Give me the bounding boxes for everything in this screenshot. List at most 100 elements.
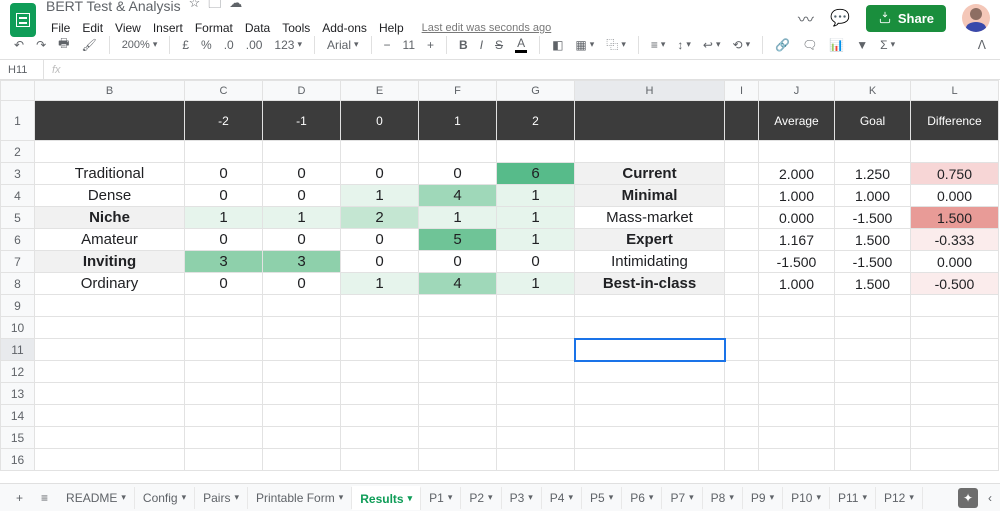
document-title[interactable]: BERT Test & Analysis <box>46 0 181 14</box>
cell-D15[interactable] <box>263 427 341 449</box>
cell-H11[interactable] <box>575 339 725 361</box>
cell-G16[interactable] <box>497 449 575 471</box>
cell-H4[interactable]: Minimal <box>575 185 725 207</box>
cell-K8[interactable]: 1.500 <box>835 273 911 295</box>
cell-B9[interactable] <box>35 295 185 317</box>
cell-F4[interactable]: 4 <box>419 185 497 207</box>
cell-I9[interactable] <box>725 295 759 317</box>
cell-K11[interactable] <box>835 339 911 361</box>
italic-button[interactable]: I <box>476 36 487 54</box>
row-header-11[interactable]: 11 <box>1 339 35 361</box>
rotate-button[interactable]: ⟲ <box>729 36 755 54</box>
cell-E14[interactable] <box>341 405 419 427</box>
sheet-tab-p3[interactable]: P3▾ <box>502 487 542 509</box>
cell-J7[interactable]: -1.500 <box>759 251 835 273</box>
cell-G14[interactable] <box>497 405 575 427</box>
cell-J1[interactable]: Average <box>759 101 835 141</box>
cell-D9[interactable] <box>263 295 341 317</box>
cell-F13[interactable] <box>419 383 497 405</box>
cell-K12[interactable] <box>835 361 911 383</box>
cell-I4[interactable] <box>725 185 759 207</box>
row-header-15[interactable]: 15 <box>1 427 35 449</box>
cell-I6[interactable] <box>725 229 759 251</box>
cell-H9[interactable] <box>575 295 725 317</box>
row-header-7[interactable]: 7 <box>1 251 35 273</box>
sheet-tab-printable-form[interactable]: Printable Form▾ <box>248 487 352 509</box>
cell-H15[interactable] <box>575 427 725 449</box>
sheet-tab-menu-icon[interactable]: ▾ <box>862 492 867 503</box>
redo-button[interactable]: ↷ <box>32 36 50 54</box>
cell-B14[interactable] <box>35 405 185 427</box>
sheet-tab-p7[interactable]: P7▾ <box>662 487 702 509</box>
cell-F9[interactable] <box>419 295 497 317</box>
cell-G4[interactable]: 1 <box>497 185 575 207</box>
cell-E4[interactable]: 1 <box>341 185 419 207</box>
cell-E3[interactable]: 0 <box>341 163 419 185</box>
valign-button[interactable]: ↕ <box>673 36 695 54</box>
cell-E6[interactable]: 0 <box>341 229 419 251</box>
cell-L5[interactable]: 1.500 <box>911 207 999 229</box>
cell-I11[interactable] <box>725 339 759 361</box>
cell-D5[interactable]: 1 <box>263 207 341 229</box>
sheet-tab-menu-icon[interactable]: ▾ <box>649 492 654 503</box>
sheet-tab-menu-icon[interactable]: ▾ <box>448 492 453 503</box>
cell-J12[interactable] <box>759 361 835 383</box>
sheet-tab-menu-icon[interactable]: ▾ <box>488 492 493 503</box>
cell-B5[interactable]: Niche <box>35 207 185 229</box>
more-formats-button[interactable]: 123 <box>270 36 306 54</box>
cell-D6[interactable]: 0 <box>263 229 341 251</box>
row-header-1[interactable]: 1 <box>1 101 35 141</box>
cell-H16[interactable] <box>575 449 725 471</box>
link-button[interactable]: 🔗 <box>771 36 794 54</box>
cell-B2[interactable] <box>35 141 185 163</box>
filter-button[interactable]: ▼ <box>852 36 872 54</box>
sheet-tab-p11[interactable]: P11▾ <box>830 487 876 509</box>
cell-B12[interactable] <box>35 361 185 383</box>
cell-G11[interactable] <box>497 339 575 361</box>
cell-D3[interactable]: 0 <box>263 163 341 185</box>
cell-J6[interactable]: 1.167 <box>759 229 835 251</box>
strike-button[interactable]: S <box>491 36 507 54</box>
sheet-tab-menu-icon[interactable]: ▾ <box>816 492 821 503</box>
font-size-input[interactable]: 11 <box>399 36 419 54</box>
cell-F6[interactable]: 5 <box>419 229 497 251</box>
cell-C14[interactable] <box>185 405 263 427</box>
col-header-E[interactable]: E <box>341 81 419 101</box>
col-header-C[interactable]: C <box>185 81 263 101</box>
cell-J14[interactable] <box>759 405 835 427</box>
row-header-5[interactable]: 5 <box>1 207 35 229</box>
cell-I8[interactable] <box>725 273 759 295</box>
cell-G2[interactable] <box>497 141 575 163</box>
cell-I13[interactable] <box>725 383 759 405</box>
sheet-tab-p9[interactable]: P9▾ <box>743 487 783 509</box>
cell-J10[interactable] <box>759 317 835 339</box>
paint-format-button[interactable]: 🖌 <box>77 36 100 54</box>
cell-H3[interactable]: Current <box>575 163 725 185</box>
cell-C1[interactable]: -2 <box>185 101 263 141</box>
cell-B8[interactable]: Ordinary <box>35 273 185 295</box>
format-currency-button[interactable]: £ <box>178 36 193 54</box>
cell-D12[interactable] <box>263 361 341 383</box>
cell-G1[interactable]: 2 <box>497 101 575 141</box>
row-header-6[interactable]: 6 <box>1 229 35 251</box>
cell-J11[interactable] <box>759 339 835 361</box>
cell-G6[interactable]: 1 <box>497 229 575 251</box>
cell-E13[interactable] <box>341 383 419 405</box>
cell-K9[interactable] <box>835 295 911 317</box>
zoom-select[interactable]: 200% <box>118 37 162 53</box>
cell-E11[interactable] <box>341 339 419 361</box>
cell-C12[interactable] <box>185 361 263 383</box>
row-header-12[interactable]: 12 <box>1 361 35 383</box>
cell-C5[interactable]: 1 <box>185 207 263 229</box>
cell-H13[interactable] <box>575 383 725 405</box>
cell-G7[interactable]: 0 <box>497 251 575 273</box>
col-header-G[interactable]: G <box>497 81 575 101</box>
cell-J3[interactable]: 2.000 <box>759 163 835 185</box>
print-button[interactable]: 🖶 <box>54 32 73 57</box>
select-all-corner[interactable] <box>1 81 35 101</box>
cell-G3[interactable]: 6 <box>497 163 575 185</box>
wrap-button[interactable]: ↩ <box>699 36 725 54</box>
cell-D4[interactable]: 0 <box>263 185 341 207</box>
sheet-tab-results[interactable]: Results▾ <box>352 486 421 510</box>
row-header-16[interactable]: 16 <box>1 449 35 471</box>
